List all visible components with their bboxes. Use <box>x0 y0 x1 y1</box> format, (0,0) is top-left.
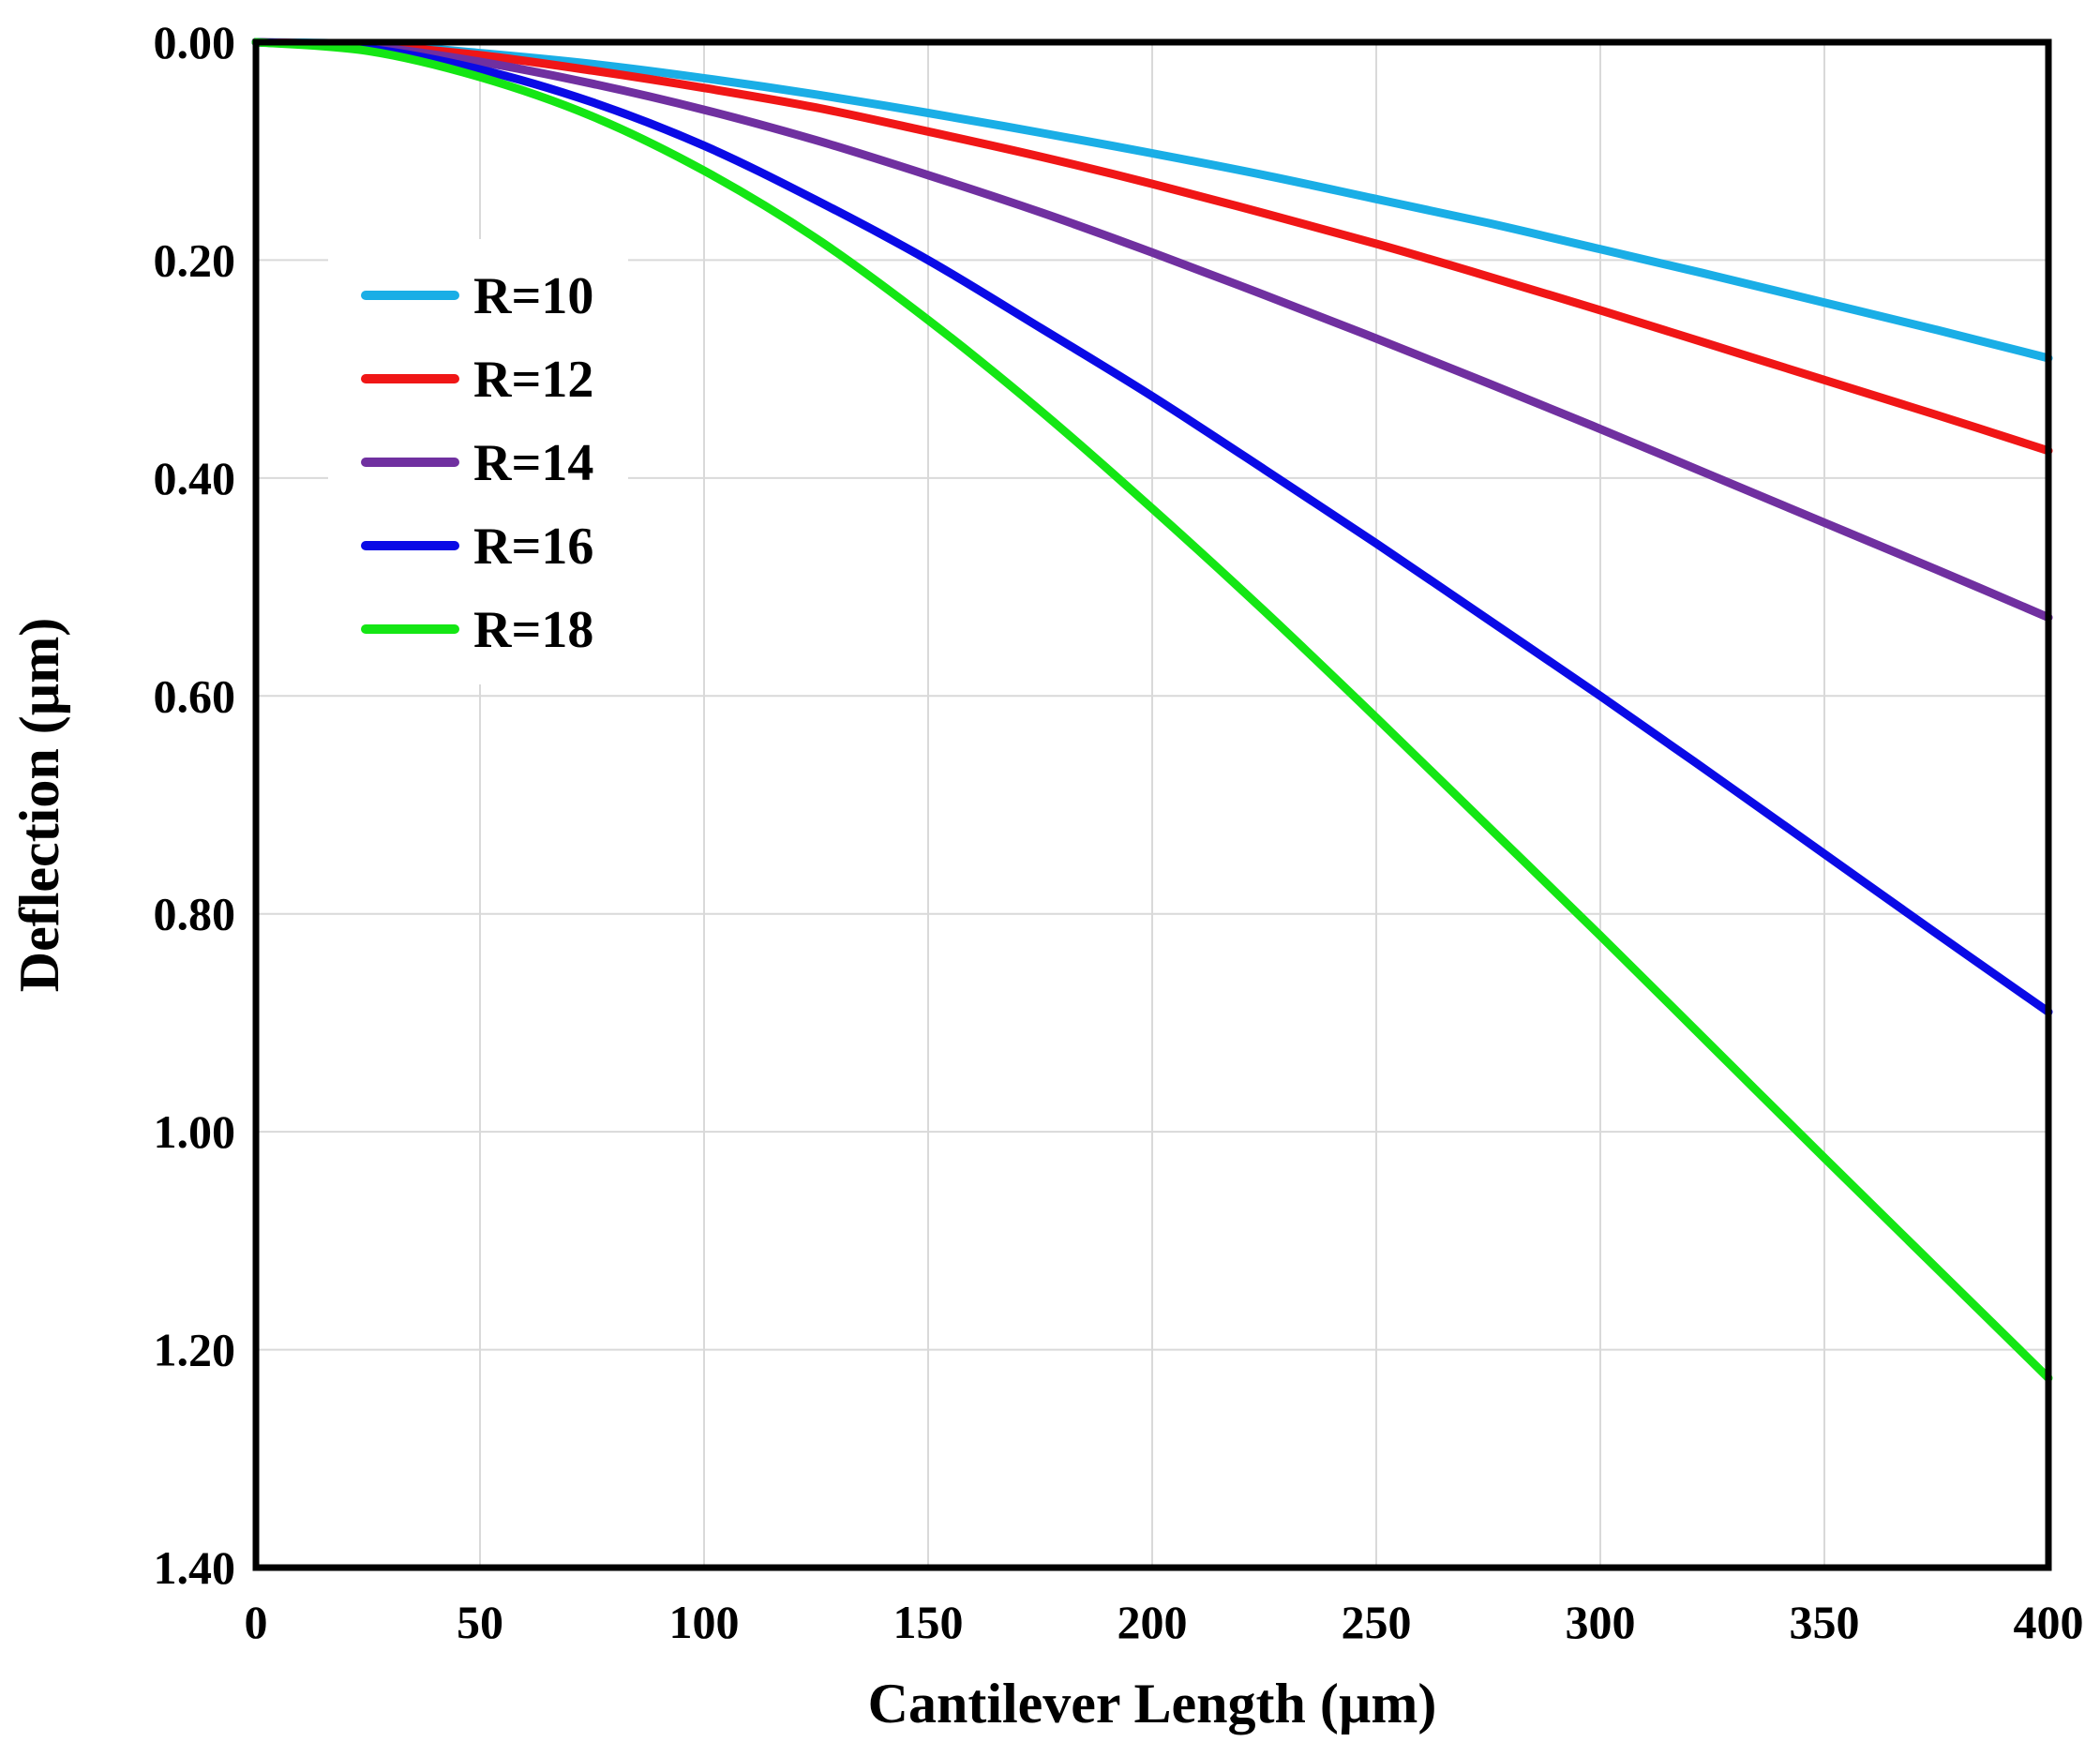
x-tick-label: 200 <box>1118 1596 1188 1648</box>
y-axis-ticks: 0.00 0.20 0.40 0.60 0.80 1.00 1.20 1.40 <box>154 16 236 1594</box>
y-tick-label: 0.60 <box>154 669 236 722</box>
y-tick-label: 0.00 <box>154 16 236 68</box>
x-tick-label: 100 <box>669 1596 740 1648</box>
y-axis-title: Deflection (µm) <box>8 618 70 992</box>
grid <box>256 42 2048 1568</box>
y-tick-label: 1.00 <box>154 1105 236 1158</box>
y-tick-label: 0.20 <box>154 233 236 286</box>
series-line-r-10 <box>251 38 2053 363</box>
y-tick-label: 0.40 <box>154 452 236 504</box>
legend: R=10 R=12 R=14 R=16 R=18 <box>328 239 628 684</box>
x-tick-label: 250 <box>1342 1596 1412 1648</box>
plot-frame <box>252 38 2052 1571</box>
legend-label: R=10 <box>473 267 593 325</box>
series-lines <box>251 38 2053 1383</box>
x-tick-label: 150 <box>893 1596 964 1648</box>
series-line-r-12 <box>251 38 2053 456</box>
legend-label: R=16 <box>473 518 593 576</box>
series-line-r-18 <box>251 38 2053 1383</box>
x-tick-label: 300 <box>1566 1596 1636 1648</box>
x-tick-label: 350 <box>1790 1596 1860 1648</box>
x-axis-title: Cantilever Length (µm) <box>868 1673 1437 1734</box>
y-tick-label: 1.20 <box>154 1324 236 1376</box>
legend-label: R=12 <box>473 351 593 409</box>
x-tick-label: 0 <box>245 1596 268 1648</box>
legend-label: R=18 <box>473 601 593 659</box>
series-line-r-16 <box>251 38 2053 1016</box>
legend-label: R=14 <box>473 434 593 492</box>
y-tick-label: 1.40 <box>154 1541 236 1594</box>
x-axis-ticks: 0 50 100 150 200 250 300 350 400 <box>245 1596 2084 1648</box>
x-tick-label: 50 <box>457 1596 503 1648</box>
series-line-r-14 <box>251 38 2053 623</box>
y-tick-label: 0.80 <box>154 888 236 940</box>
x-tick-label: 400 <box>2014 1596 2084 1648</box>
